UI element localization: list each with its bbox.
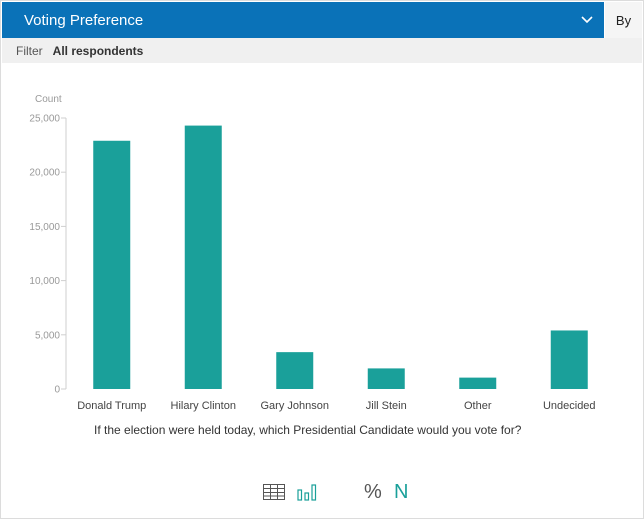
x-tick-label: Gary Johnson: [261, 400, 329, 412]
bar-other[interactable]: [459, 377, 497, 389]
count-toggle[interactable]: N: [394, 481, 409, 503]
bar-undecided[interactable]: [550, 330, 588, 389]
header-title: Voting Preference: [24, 11, 144, 29]
y-tick-label: 20,000: [29, 168, 60, 179]
by-tab-label: By: [615, 12, 632, 28]
x-tick-label: Jill Stein: [366, 400, 407, 412]
filter-value[interactable]: All respondents: [52, 43, 144, 58]
x-tick-label: Undecided: [543, 400, 596, 412]
x-tick-label: Donald Trump: [77, 400, 146, 412]
bar-hilary-clinton[interactable]: [184, 125, 222, 389]
view-toolbar: % N: [263, 481, 423, 505]
table-icon[interactable]: [263, 483, 285, 501]
y-axis-title: Count: [35, 94, 62, 105]
percent-toggle[interactable]: %: [364, 481, 382, 503]
y-tick-label: 15,000: [29, 222, 60, 233]
bar-jill-stein[interactable]: [367, 368, 405, 389]
question-text: If the election were held today, which P…: [94, 423, 522, 437]
x-tick-label: Hilary Clinton: [171, 400, 236, 412]
filter-label: Filter: [16, 43, 43, 58]
bar-chart-icon[interactable]: [297, 483, 317, 501]
y-tick-label: 25,000: [29, 114, 60, 125]
x-tick-label: Other: [464, 400, 492, 412]
y-tick-label: 5,000: [35, 330, 60, 341]
y-tick-label: 0: [54, 385, 60, 396]
chevron-down-icon[interactable]: [580, 13, 594, 27]
by-tab[interactable]: By: [605, 2, 642, 38]
bar-chart: Count 0 5,000 10,000 15,000 20,000 25,000 Donal…: [29, 94, 596, 412]
bar-gary-johnson[interactable]: [276, 352, 314, 389]
y-tick-label: 10,000: [29, 276, 60, 287]
question-header[interactable]: Voting Preference: [2, 2, 604, 38]
bar-donald-trump[interactable]: [93, 140, 131, 389]
filter-bar: Filter All respondents: [2, 38, 642, 63]
